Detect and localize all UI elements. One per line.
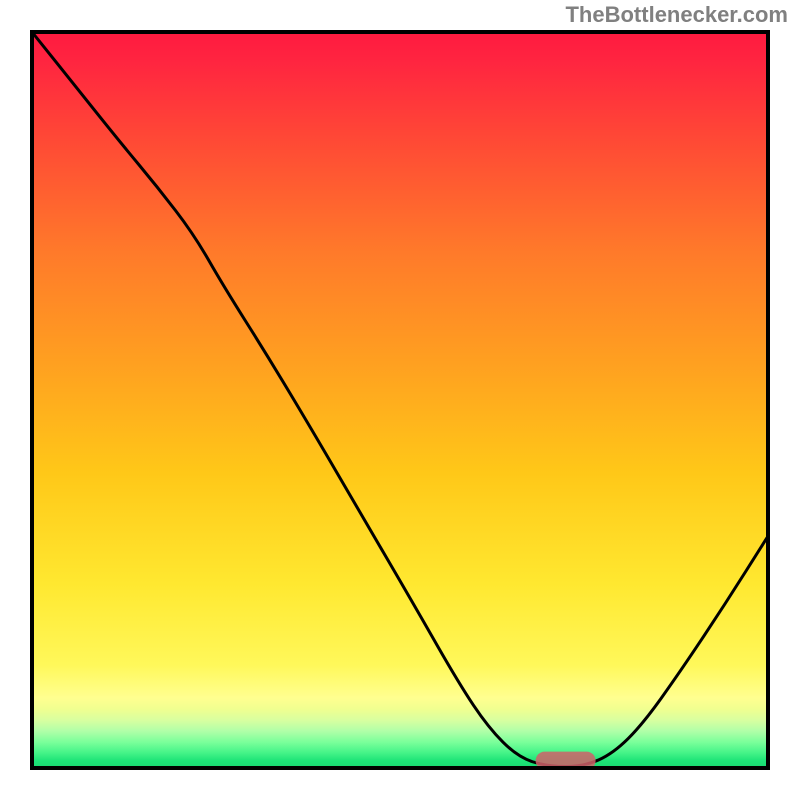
bottleneck-chart (30, 30, 770, 770)
chart-container: TheBottlenecker.com (0, 0, 800, 800)
chart-wrapper (30, 30, 770, 770)
watermark-text: TheBottlenecker.com (565, 2, 788, 28)
gradient-background (32, 32, 768, 768)
